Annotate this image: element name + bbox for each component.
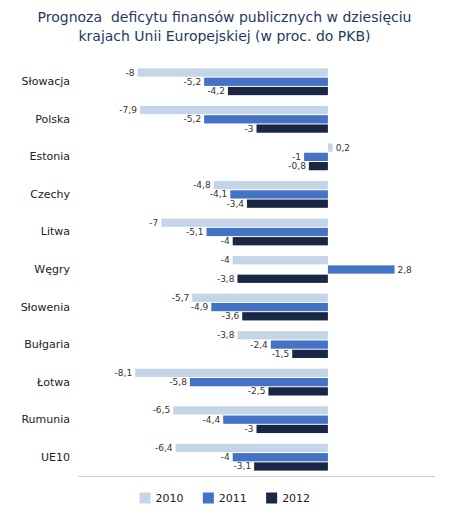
legend: 2010 2011 2012 (140, 492, 311, 505)
category-label: Łotwa (36, 376, 70, 389)
category-label: Węgry (34, 263, 70, 276)
legend-swatch (140, 493, 151, 504)
data-label: -1,5 (272, 349, 290, 359)
category-label: UE10 (41, 451, 70, 464)
legend-label: 2010 (156, 492, 184, 505)
legend-swatch (266, 493, 277, 504)
data-label: -4,4 (203, 415, 221, 425)
data-label: -5,7 (172, 293, 190, 303)
data-label: -5,1 (186, 227, 204, 237)
bar (233, 453, 328, 461)
title: Prognoza deficytu finansów publicznych w… (38, 9, 412, 44)
data-label: -6,4 (155, 443, 173, 453)
category-label: Litwa (41, 225, 70, 238)
data-label: -5,8 (169, 377, 187, 387)
data-labels: -8 -7,9 0,2 -4,8 -7 -4 -5,7 -3,8 -8,1 -6,5 -6,4 -5,… (115, 68, 413, 472)
category-label: Polska (35, 113, 70, 126)
bar (257, 124, 328, 132)
bar (190, 378, 328, 386)
bar (233, 256, 328, 264)
category-label: Czechy (30, 188, 70, 201)
category-label: Rumunia (21, 413, 70, 426)
bar (237, 331, 327, 339)
bar (233, 237, 328, 245)
bar (138, 68, 328, 76)
bar (268, 387, 328, 395)
category-label: Estonia (30, 150, 71, 163)
bar (161, 219, 328, 227)
data-label: -5,2 (184, 77, 202, 87)
data-label: -4 (221, 452, 230, 462)
bar (204, 115, 328, 123)
data-label: 2,8 (398, 265, 413, 275)
bar (257, 425, 328, 433)
data-label: -3 (245, 424, 254, 434)
bar (211, 303, 328, 311)
data-label: -2,4 (250, 340, 268, 350)
y-axis: Słowacja Polska Estonia Czechy Litwa Węgry Sło… (21, 75, 71, 463)
bar (242, 312, 328, 320)
legend-label: 2012 (282, 492, 310, 505)
data-label: -0,8 (288, 161, 306, 171)
data-label: -4,9 (191, 302, 209, 312)
legend-swatch (203, 493, 214, 504)
bar (228, 87, 328, 95)
data-label: -3,8 (217, 330, 235, 340)
bar (271, 340, 328, 348)
data-label: -7 (149, 218, 158, 228)
range-line (78, 476, 435, 477)
title-line: Prognoza deficytu finansów publicznych w… (38, 9, 412, 25)
chart-container: Prognoza deficytu finansów publicznych w… (0, 0, 449, 516)
bars (135, 68, 394, 470)
bar (223, 416, 328, 424)
data-label: -8,1 (115, 368, 133, 378)
bar (328, 265, 395, 273)
bar (247, 200, 328, 208)
bar (214, 181, 328, 189)
data-label: -8 (126, 68, 135, 78)
data-label: -3,8 (217, 274, 235, 284)
data-label: -5,2 (184, 114, 202, 124)
bar (304, 153, 328, 161)
data-label: 0,2 (336, 143, 350, 153)
bar (309, 162, 328, 170)
data-label: -4 (221, 236, 230, 246)
data-label: -3,1 (234, 461, 252, 471)
data-label: -7,9 (119, 105, 137, 115)
bar (140, 106, 328, 114)
title-line: krajach Unii Europejskiej (w proc. do PK… (78, 28, 370, 44)
bar (230, 190, 328, 198)
bar (135, 369, 328, 377)
data-label: -4,2 (207, 86, 225, 96)
bar (254, 462, 328, 470)
bar (176, 444, 328, 452)
category-label: Słowacja (22, 75, 70, 88)
bar (173, 406, 328, 414)
data-label: -4 (221, 255, 230, 265)
bar (204, 78, 328, 86)
legend-label: 2011 (219, 492, 247, 505)
data-label: -2,5 (248, 386, 266, 396)
bar (237, 275, 327, 283)
category-label: Słowenia (21, 301, 70, 314)
bar (292, 350, 328, 358)
bar (207, 228, 328, 236)
data-label: -4,8 (193, 180, 211, 190)
data-label: -3,4 (226, 199, 244, 209)
data-label: -3 (245, 124, 254, 134)
data-label: -3,6 (222, 311, 240, 321)
bar (192, 294, 328, 302)
data-label: -6,5 (153, 405, 171, 415)
data-label: -4,1 (210, 189, 228, 199)
bar (328, 143, 333, 151)
chart: Prognoza deficytu finansów publicznych w… (0, 0, 449, 516)
category-label: Bułgaria (24, 338, 70, 351)
background (0, 0, 449, 516)
